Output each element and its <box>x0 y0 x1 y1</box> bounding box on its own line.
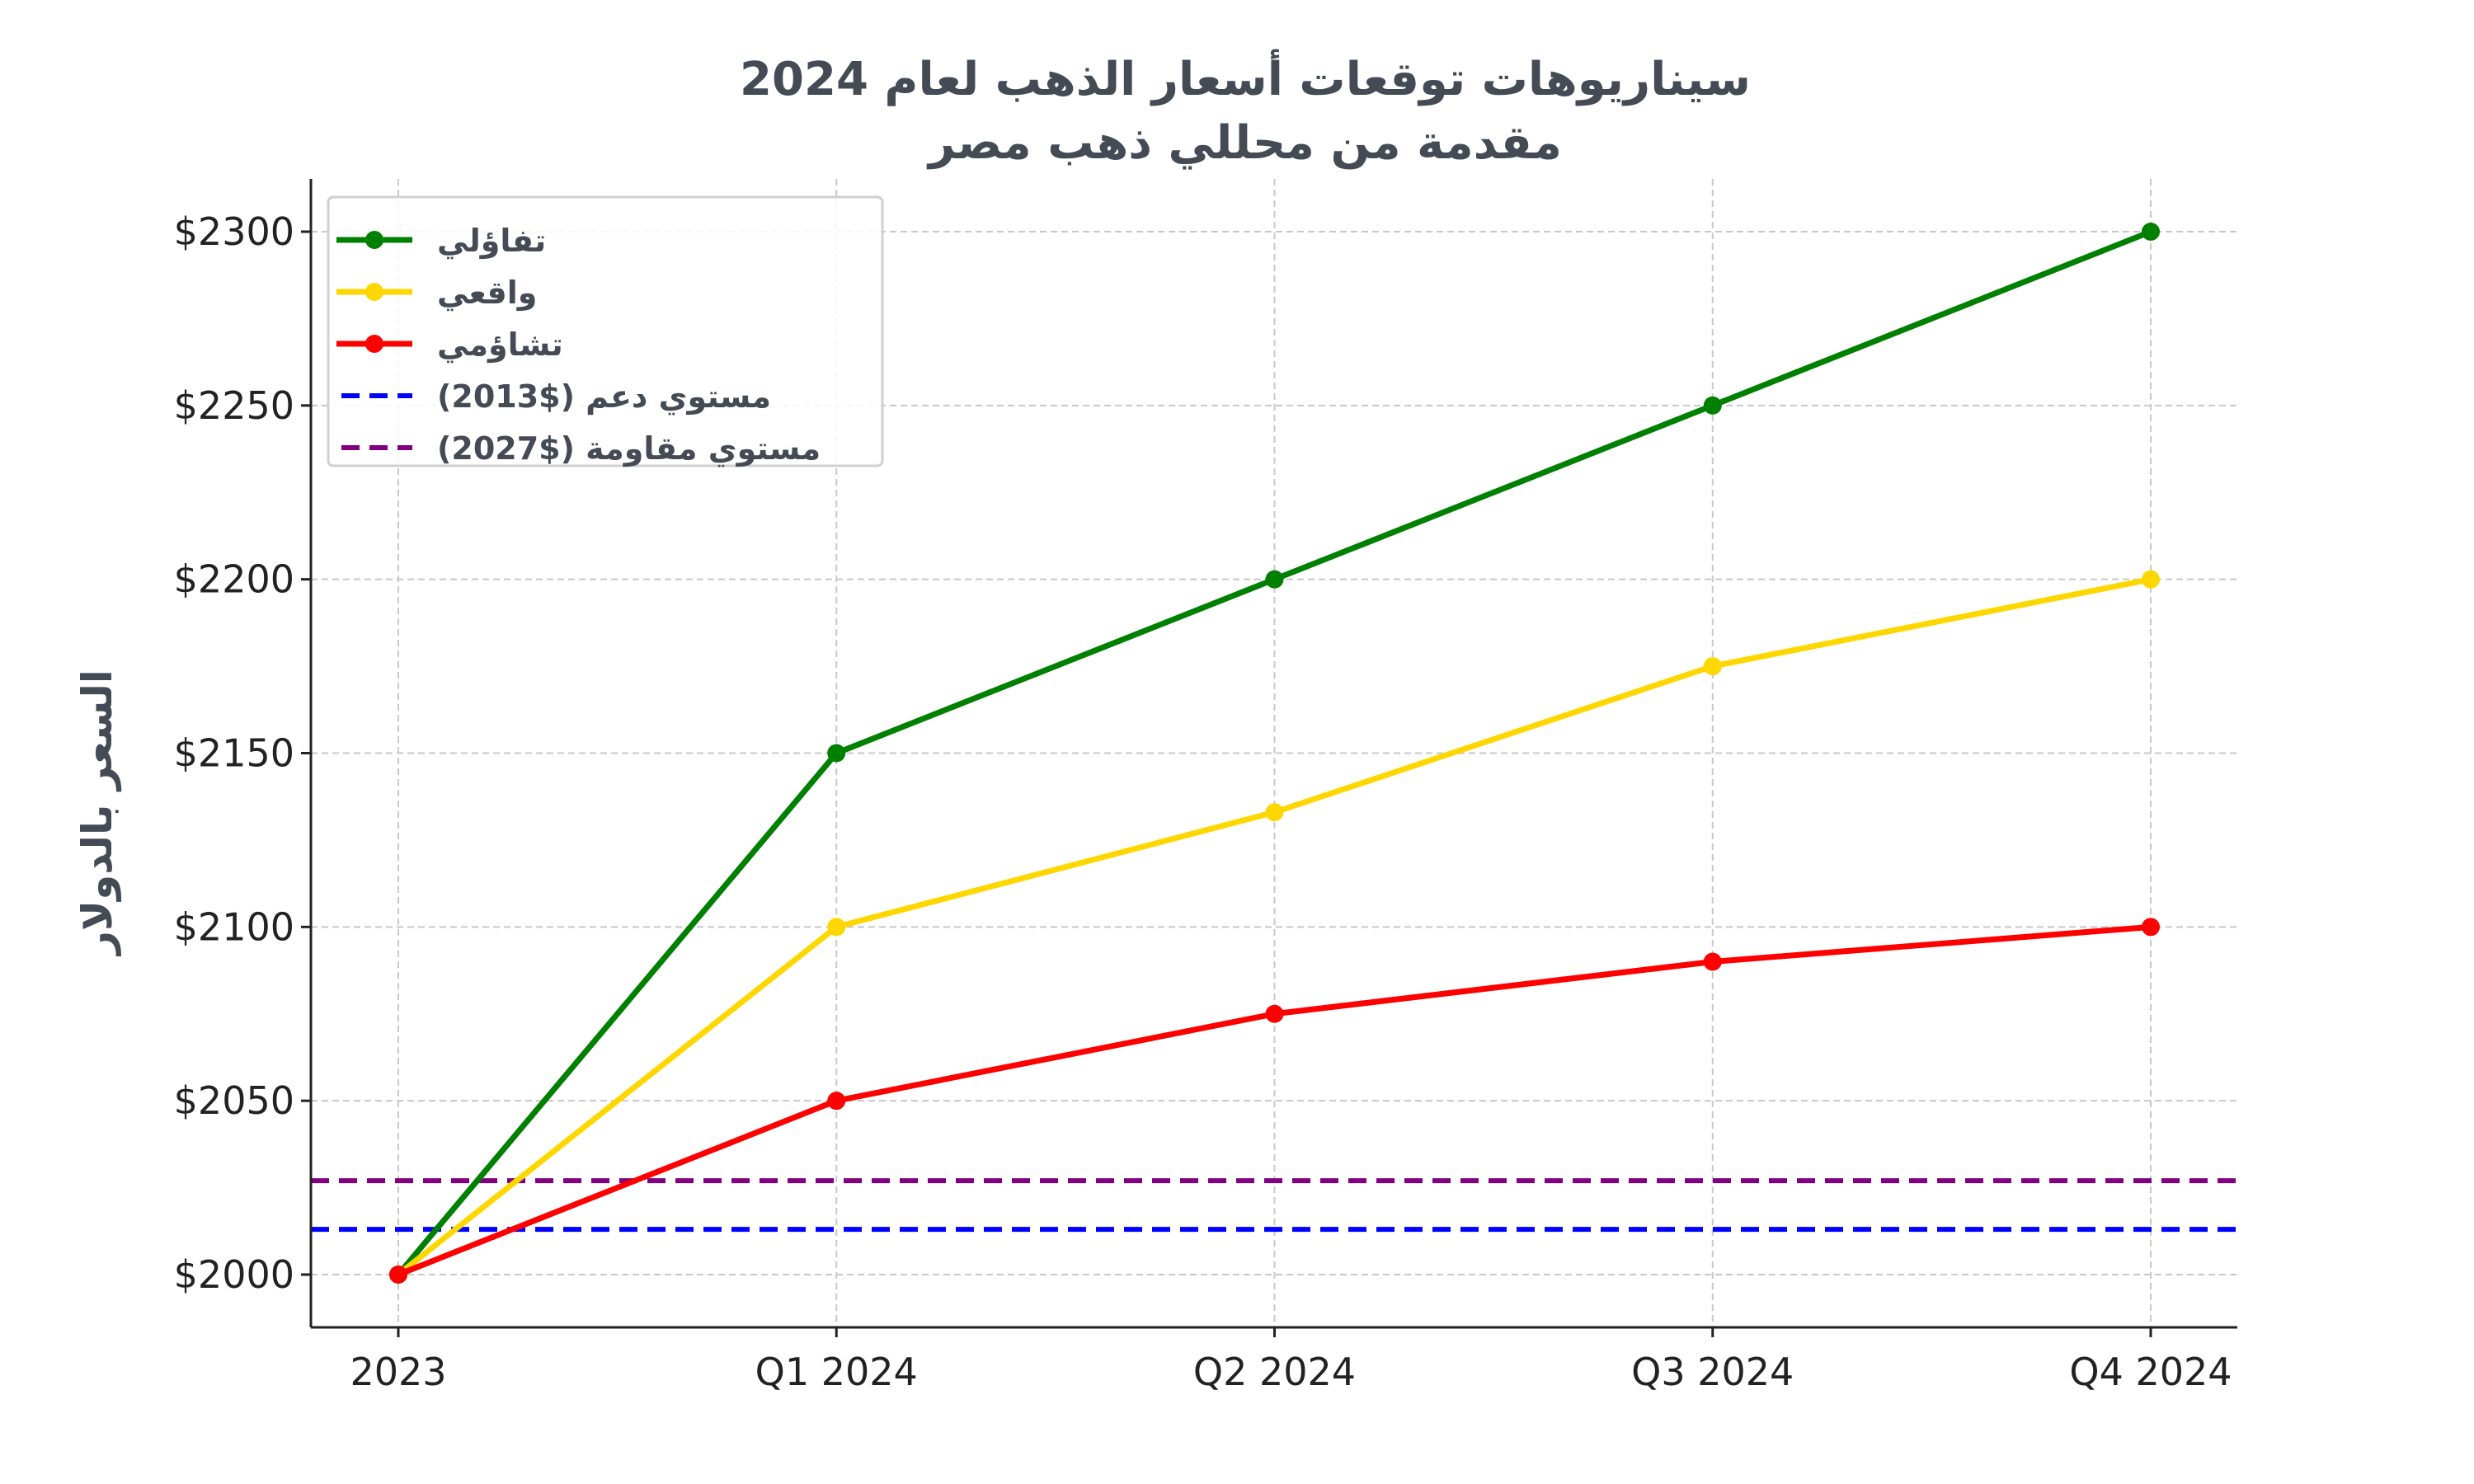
data-point <box>1265 1004 1284 1023</box>
x-tick-label: Q1 2024 <box>755 1350 918 1394</box>
data-point <box>1265 570 1284 589</box>
y-tick-label: $2250 <box>174 383 294 428</box>
data-point <box>1265 803 1284 822</box>
legend: تفاؤلي واقعي تشاؤمي مستوي دعم ($2013) مستوي … <box>327 195 884 467</box>
y-tick-label: $2150 <box>174 731 294 776</box>
legend-label: مستوي مقاومة ($2027) <box>437 430 821 467</box>
legend-box <box>327 195 884 467</box>
chart-subtitle: مقدمة من محللي ذهب مصر <box>926 116 1562 170</box>
data-point <box>827 1092 846 1111</box>
data-point <box>2142 918 2160 937</box>
chart-title: سيناريوهات توقعات أسعار الذهب لعام 2024 <box>740 49 1751 106</box>
legend-label: واقعي <box>437 275 537 312</box>
data-point <box>1703 657 1722 676</box>
y-tick-label: $2300 <box>174 209 294 254</box>
y-tick-label: $2200 <box>174 557 294 602</box>
y-tick-label: $2100 <box>174 904 294 949</box>
data-point <box>389 1266 407 1284</box>
axes: $2000 $2050 $2100 $2150 $2200 $2250 $2300 2023 Q… <box>174 179 2237 1394</box>
legend-marker <box>365 231 383 249</box>
data-point <box>2142 570 2160 589</box>
x-tick-label: Q3 2024 <box>1631 1350 1794 1394</box>
legend-marker <box>365 335 383 353</box>
x-tick-label: Q2 2024 <box>1193 1350 1356 1394</box>
data-point <box>1703 952 1722 971</box>
data-point <box>2142 223 2160 241</box>
series-lines <box>389 223 2160 1284</box>
data-point <box>827 918 846 937</box>
legend-label: تفاؤلي <box>437 223 546 260</box>
x-tick-label: 2023 <box>350 1350 446 1394</box>
legend-label: مستوي دعم ($2013) <box>437 378 771 416</box>
y-tick-label: $2000 <box>174 1252 294 1297</box>
x-tick-label: Q4 2024 <box>2069 1350 2232 1394</box>
y-axis-label: السعر بالدولار <box>73 669 122 957</box>
legend-marker <box>365 283 383 301</box>
data-point <box>1703 396 1722 415</box>
data-point <box>827 744 846 763</box>
y-tick-label: $2050 <box>174 1078 294 1123</box>
legend-label: تشاؤمي <box>437 326 563 364</box>
